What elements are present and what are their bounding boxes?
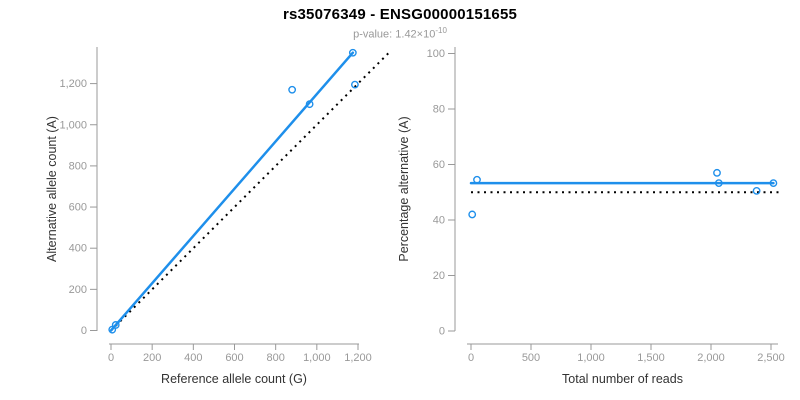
- pvalue-exponent: -10: [435, 26, 447, 35]
- data-point[interactable]: [713, 168, 721, 177]
- x-tick-label: 1,000: [577, 352, 605, 364]
- y-tick-label: 80: [433, 104, 445, 116]
- page-title: rs35076349 - ENSG00000151655: [282, 6, 518, 23]
- data-point[interactable]: [752, 186, 761, 195]
- x-tick-label: 600: [225, 352, 243, 364]
- data-point[interactable]: [473, 175, 481, 184]
- left-chart: 0 200 400 600 800 1,000 1,200 0 200 400 600 800 1,00…: [45, 47, 390, 386]
- y-axis-title: Alternative allele count (A): [45, 116, 59, 262]
- y-tick-label: 1,000: [59, 119, 87, 131]
- x-tick-label: 200: [143, 352, 161, 364]
- x-tick-label: 1,500: [637, 352, 665, 364]
- y-tick-label: 600: [69, 202, 87, 214]
- x-tick-label: 400: [184, 352, 202, 364]
- x-tick-label: 0: [468, 352, 474, 364]
- data-point[interactable]: [769, 179, 778, 187]
- data-point[interactable]: [351, 80, 359, 89]
- data-point[interactable]: [305, 100, 314, 109]
- x-tick-label: 1,000: [303, 352, 331, 364]
- pvalue-label: p-value: 1.42×10: [353, 28, 436, 41]
- y-tick-label: 1,200: [59, 78, 87, 90]
- x-tick-label: 0: [108, 352, 114, 364]
- y-tick-label: 100: [427, 48, 445, 60]
- data-point[interactable]: [468, 210, 477, 219]
- pvalue-subtitle: p-value: 1.42×10-10: [0, 26, 800, 41]
- y-tick-label: 0: [439, 326, 445, 338]
- reference-dotted-line: [110, 52, 390, 332]
- x-tick-label: 2,500: [757, 352, 785, 364]
- x-tick-label: 800: [266, 352, 284, 364]
- y-tick-label: 60: [433, 159, 445, 171]
- y-tick-label: 40: [433, 215, 445, 227]
- y-tick-label: 0: [81, 325, 87, 337]
- x-axis-title: Total number of reads: [562, 372, 683, 386]
- y-tick-label: 200: [69, 284, 87, 296]
- x-tick-label: 2,000: [697, 352, 725, 364]
- data-point[interactable]: [348, 48, 357, 57]
- data-point[interactable]: [111, 321, 120, 329]
- fit-line: [109, 51, 355, 332]
- x-tick-label: 1,200: [344, 352, 372, 364]
- y-tick-label: 800: [69, 160, 87, 172]
- data-point[interactable]: [714, 179, 723, 187]
- x-axis-title: Reference allele count (G): [161, 372, 307, 386]
- y-tick-label: 20: [433, 270, 445, 282]
- y-axis-title: Percentage alternative (A): [397, 116, 411, 261]
- right-chart: 0 500 1,000 1,500 2,000 2,500 0 20 40 60 80 100 Tota…: [397, 47, 785, 386]
- y-tick-label: 400: [69, 243, 87, 255]
- data-point[interactable]: [288, 85, 297, 94]
- x-tick-label: 500: [522, 352, 540, 364]
- chart-header: rs35076349 - ENSG00000151655 p-value: 1.…: [0, 6, 800, 41]
